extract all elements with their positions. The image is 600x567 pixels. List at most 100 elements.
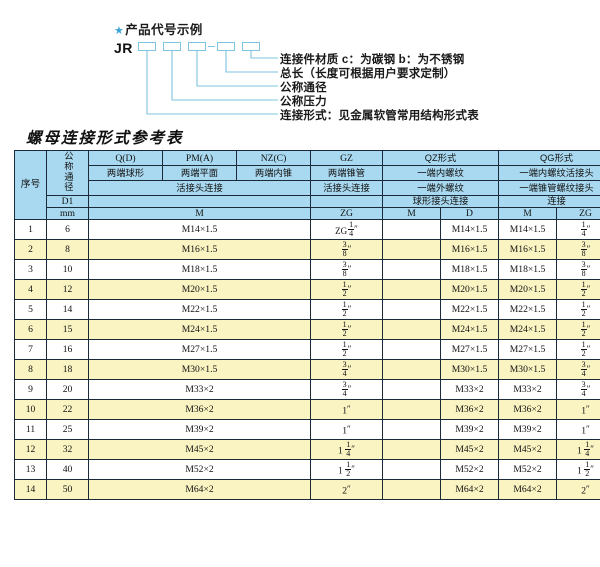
cell-thread-m: M36×2 [88,399,311,421]
cell-no: 14 [14,479,47,501]
th-dn: 公称通径 [46,149,89,197]
cell-dn: 14 [46,299,89,321]
cell-qz-m [382,399,441,421]
th-qz-desc: 一端内螺纹 [381,165,500,182]
cell-no: 2 [14,239,47,261]
cell-qz-m [382,279,441,301]
header-row-desc1: 两端球形 两端平面 两端内锥 两端锥管 一端内螺纹 一端内螺纹活接头 [15,165,600,182]
cell-qg-zg: 3 8 ″ [556,259,600,281]
cell-qg-m: M22×1.5 [498,299,558,321]
leader-label-length: 总长（长度可根据用户要求定制） [280,68,456,80]
th-unit-qz-d: D [439,207,500,221]
cell-qz-d: M18×1.5 [439,259,500,281]
cell-qz-d: M33×2 [439,379,500,401]
cell-qz-m [382,339,441,361]
cell-no: 12 [14,439,47,461]
th-gz-desc: 两端锥管 [310,165,383,182]
th-nzc-desc: 两端内锥 [236,165,311,182]
th-xuhao-text: 序号 [20,179,41,191]
th-qd-desc: 两端球形 [88,165,163,182]
table-row: 10 22 M36×2 1″ M36×2 M36×2 1″ [14,399,600,421]
cell-qg-m: M36×2 [498,399,558,421]
cell-no: 3 [14,259,47,281]
cell-qg-zg: 1 4 ″ [556,219,600,241]
th-unit-qz-m-text: M [407,208,416,220]
table-row: 8 18 M30×1.5 3 4 ″ M30×1.5 M30×1.5 3 4 ″ [14,359,600,381]
cell-qz-m [382,379,441,401]
table-body: 1 6 M14×1.5 ZG 1 4 ″ M14×1.5 M14×1.5 1 4 ″ 2 8 M16×1.5… [14,219,600,501]
header-row-units: mm M ZG M D M ZG [15,207,600,221]
th-dn-text: 公称通径 [62,151,73,193]
th-qd-conn: 活接头连接 [88,180,311,197]
table-row: 2 8 M16×1.5 3 8 ″ M16×1.5 M16×1.5 3 8 ″ [14,239,600,261]
cell-qz-d: M45×2 [439,439,500,461]
cell-qg-zg: 1 1 2 ″ [556,459,600,481]
cell-qg-m: M64×2 [498,479,558,501]
cell-no: 13 [14,459,47,481]
cell-qz-d: M52×2 [439,459,500,481]
header-row-desc2: 活接头连接 活接头连接 一端外螺纹 一端锥管螺纹接头 [15,180,600,197]
th-pma-desc: 两端平面 [162,165,237,182]
th-qd-blank [88,195,311,209]
th-nzc-desc-text: 两端内锥 [254,167,293,178]
cell-qg-zg: 3 4 ″ [556,379,600,401]
cell-dn: 12 [46,279,89,301]
code-box-4 [217,42,235,51]
th-qz-conn-text: 一端外螺纹 [417,182,464,193]
product-code-diagram: ★产品代号示例 JR 连接件材质 c：为碳钢 b：为不锈钢 总长（长度可根据用户… [0,0,600,126]
cell-gz: 1″ [310,419,383,441]
cell-thread-m: M16×1.5 [88,239,311,261]
cell-qg-m: M52×2 [498,459,558,481]
th-group-qd: Q(D) [88,149,163,167]
table-row: 1 6 M14×1.5 ZG 1 4 ″ M14×1.5 M14×1.5 1 4 ″ [14,219,600,241]
cell-qz-d: M39×2 [439,419,500,441]
cell-qg-m: M27×1.5 [498,339,558,361]
th-group-qg: QG形式 [498,149,600,167]
cell-thread-m: M22×1.5 [88,299,311,321]
cell-thread-m: M24×1.5 [88,319,311,341]
cell-gz: 3 8 ″ [310,259,383,281]
th-qg-ball-text: 连接 [547,196,566,207]
th-unit-qg-m-text: M [523,208,532,220]
cell-gz: ZG 1 4 ″ [310,219,383,241]
cell-gz: 3 4 ″ [310,379,383,401]
cell-qg-zg: 1″ [556,419,600,441]
cell-qg-m: M16×1.5 [498,239,558,261]
cell-qz-m [382,459,441,481]
table-row: 3 10 M18×1.5 3 8 ″ M18×1.5 M18×1.5 3 8 ″ [14,259,600,281]
cell-thread-m: M45×2 [88,439,311,461]
cell-qz-m [382,239,441,261]
cell-no: 5 [14,299,47,321]
cell-qg-m: M33×2 [498,379,558,401]
cell-thread-m: M18×1.5 [88,259,311,281]
product-code-prefix: JR [114,40,133,56]
cell-qz-d: M20×1.5 [439,279,500,301]
header-row-d1: D1 球形接头连接 连接 [15,195,600,209]
cell-qz-m [382,359,441,381]
th-gz-desc-text: 两端锥管 [327,167,366,178]
cell-thread-m: M30×1.5 [88,359,311,381]
cell-qz-d: M36×2 [439,399,500,421]
th-group-gz: GZ [310,149,383,167]
cell-qz-m [382,419,441,441]
th-group-pma-text: PM(A) [185,152,214,164]
leader-label-material: 连接件材质 c：为碳钢 b：为不锈钢 [280,54,465,66]
th-unit-qg-zg: ZG [556,207,600,221]
th-mm-text: mm [60,208,75,220]
cell-no: 8 [14,359,47,381]
cell-dn: 40 [46,459,89,481]
cell-no: 4 [14,279,47,301]
cell-dn: 50 [46,479,89,501]
cell-thread-m: M64×2 [88,479,311,501]
cell-qz-m [382,319,441,341]
cell-qg-m: M18×1.5 [498,259,558,281]
cell-qg-m: M20×1.5 [498,279,558,301]
cell-thread-m: M39×2 [88,419,311,441]
leader-label-bore: 公称通径 [280,82,327,94]
cell-qz-m [382,219,441,241]
cell-qg-m: M45×2 [498,439,558,461]
cell-no: 7 [14,339,47,361]
cell-gz: 3 4 ″ [310,359,383,381]
th-qz-desc-text: 一端内螺纹 [417,167,464,178]
table-row: 11 25 M39×2 1″ M39×2 M39×2 1″ [14,419,600,441]
